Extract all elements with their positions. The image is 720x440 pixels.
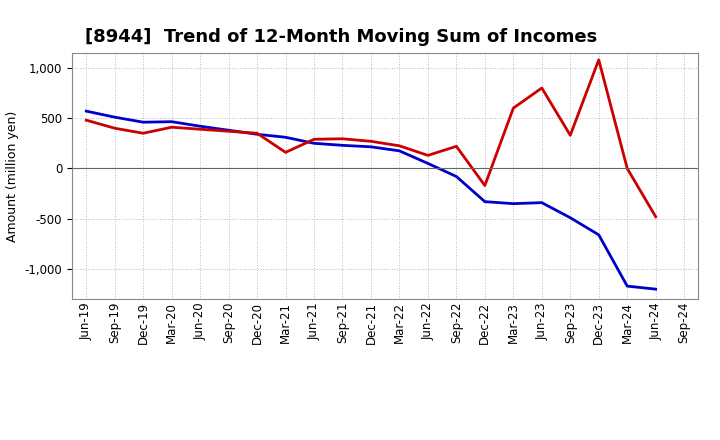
Ordinary Income <box>139 120 148 125</box>
Ordinary Income <box>196 124 204 129</box>
Net Income <box>167 125 176 130</box>
Net Income <box>82 117 91 123</box>
Ordinary Income <box>167 119 176 125</box>
Net Income <box>423 153 432 158</box>
Net Income <box>623 166 631 171</box>
Line: Net Income: Net Income <box>86 60 656 217</box>
Ordinary Income <box>338 143 347 148</box>
Net Income <box>225 128 233 134</box>
Ordinary Income <box>310 141 318 146</box>
Net Income <box>595 57 603 62</box>
Y-axis label: Amount (million yen): Amount (million yen) <box>6 110 19 242</box>
Net Income <box>395 143 404 148</box>
Ordinary Income <box>253 132 261 137</box>
Net Income <box>310 137 318 142</box>
Text: [8944]  Trend of 12-Month Moving Sum of Incomes: [8944] Trend of 12-Month Moving Sum of I… <box>84 28 597 46</box>
Ordinary Income <box>395 148 404 154</box>
Net Income <box>566 132 575 138</box>
Net Income <box>139 131 148 136</box>
Ordinary Income <box>366 144 375 150</box>
Net Income <box>452 144 461 149</box>
Ordinary Income <box>110 114 119 120</box>
Ordinary Income <box>509 201 518 206</box>
Net Income <box>253 131 261 136</box>
Net Income <box>110 125 119 131</box>
Net Income <box>366 139 375 144</box>
Net Income <box>338 136 347 141</box>
Net Income <box>480 183 489 188</box>
Net Income <box>282 150 290 155</box>
Ordinary Income <box>652 286 660 292</box>
Ordinary Income <box>566 215 575 220</box>
Net Income <box>537 85 546 91</box>
Ordinary Income <box>452 174 461 179</box>
Line: Ordinary Income: Ordinary Income <box>86 111 656 289</box>
Ordinary Income <box>225 128 233 133</box>
Net Income <box>509 106 518 111</box>
Net Income <box>196 127 204 132</box>
Ordinary Income <box>595 232 603 238</box>
Net Income <box>652 214 660 220</box>
Ordinary Income <box>282 135 290 140</box>
Ordinary Income <box>82 109 91 114</box>
Ordinary Income <box>537 200 546 205</box>
Ordinary Income <box>480 199 489 204</box>
Ordinary Income <box>423 161 432 166</box>
Ordinary Income <box>623 283 631 289</box>
